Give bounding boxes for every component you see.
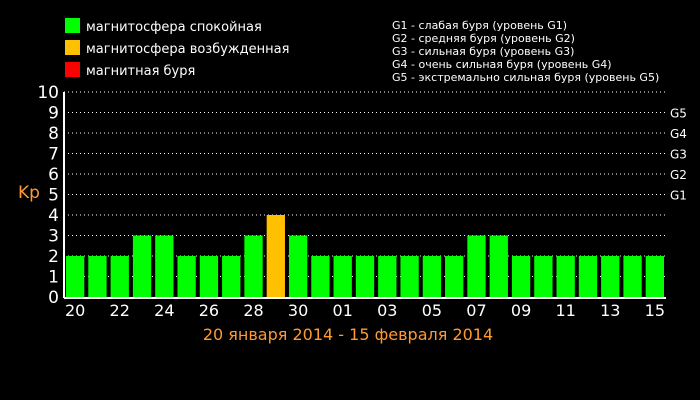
bar <box>445 256 464 297</box>
storm-level-g1: G1 - слабая буря (уровень G1) <box>392 19 567 32</box>
y-tick-label: 3 <box>48 227 59 247</box>
x-tick-label: 01 <box>333 301 353 320</box>
y-tick-label: 4 <box>48 206 59 226</box>
legend-label-active: магнитосфера возбужденная <box>86 42 289 57</box>
gridlines <box>64 91 666 277</box>
bar <box>88 256 107 297</box>
x-tick-label: 28 <box>243 301 263 320</box>
x-tick-label: 22 <box>110 301 130 320</box>
bar <box>244 235 263 297</box>
bar <box>578 256 598 297</box>
x-axis-label: 20 января 2014 - 15 февраля 2014 <box>203 325 493 344</box>
storm-level-descriptions: G1 - слабая буря (уровень G1) G2 - средн… <box>392 19 659 84</box>
y-axis-label: Kp <box>18 183 40 203</box>
bar <box>155 235 174 297</box>
x-tick-label: 15 <box>645 301 665 320</box>
storm-level-g3: G3 - сильная буря (уровень G3) <box>392 45 574 58</box>
x-tick-label: 09 <box>511 301 531 320</box>
g-tick-labels: G1 G2 G3 G4 G5 <box>670 107 687 203</box>
bar <box>222 256 241 297</box>
y-tick-label: 0 <box>48 288 59 308</box>
bar <box>66 256 85 297</box>
bar <box>177 256 196 297</box>
bar <box>378 256 397 297</box>
bar <box>333 256 352 297</box>
bar <box>489 235 508 297</box>
bars <box>66 215 664 297</box>
y-tick-label: 10 <box>37 83 59 103</box>
y-tick-label: 6 <box>48 165 59 185</box>
bar <box>534 256 553 297</box>
y-tick-label: 1 <box>48 268 59 288</box>
x-tick-label: 20 <box>65 301 85 320</box>
y-tick-label: 8 <box>48 124 59 144</box>
bar <box>645 256 664 297</box>
bar <box>400 256 419 297</box>
bar <box>288 235 308 297</box>
storm-level-g4: G4 - очень сильная буря (уровень G4) <box>392 58 612 71</box>
x-tick-label: 11 <box>555 301 575 320</box>
g-tick-label: G1 <box>670 189 687 203</box>
legend-label-quiet: магнитосфера спокойная <box>86 20 262 35</box>
g-tick-label: G2 <box>670 168 687 182</box>
x-tick-label: 05 <box>422 301 442 320</box>
bar <box>511 256 531 297</box>
bar <box>110 256 129 297</box>
bar <box>467 235 486 297</box>
axes <box>63 92 666 299</box>
bar <box>601 256 620 297</box>
legend-swatch-active <box>65 40 80 55</box>
y-tick-label: 9 <box>48 104 59 124</box>
bar <box>623 256 642 297</box>
x-tick-label: 03 <box>377 301 397 320</box>
y-tick-label: 5 <box>48 186 59 206</box>
bar <box>311 256 330 297</box>
bar <box>355 256 375 297</box>
x-tick-label: 30 <box>288 301 308 320</box>
x-tick-label: 26 <box>199 301 219 320</box>
bar <box>266 215 285 297</box>
x-tick-label: 07 <box>466 301 486 320</box>
bar <box>132 235 152 297</box>
g-tick-label: G5 <box>670 107 687 121</box>
bar <box>556 256 575 297</box>
bar <box>422 256 442 297</box>
x-tick-label: 24 <box>154 301 174 320</box>
legend-swatch-storm <box>65 62 80 77</box>
x-tick-label: 13 <box>600 301 620 320</box>
bar <box>199 256 219 297</box>
storm-level-g5: G5 - экстремально сильная буря (уровень … <box>392 71 659 84</box>
y-tick-label: 7 <box>48 145 59 165</box>
storm-level-g2: G2 - средняя буря (уровень G2) <box>392 32 575 45</box>
x-tick-labels: 20 22 24 26 28 30 01 03 05 07 09 11 13 15 <box>65 301 665 320</box>
y-tick-label: 2 <box>48 247 59 267</box>
g-tick-label: G3 <box>670 148 687 162</box>
legend-label-storm: магнитная буря <box>86 64 195 79</box>
legend-swatch-quiet <box>65 18 80 33</box>
legend: магнитосфера спокойная магнитосфера возб… <box>65 18 289 79</box>
g-tick-label: G4 <box>670 127 687 141</box>
